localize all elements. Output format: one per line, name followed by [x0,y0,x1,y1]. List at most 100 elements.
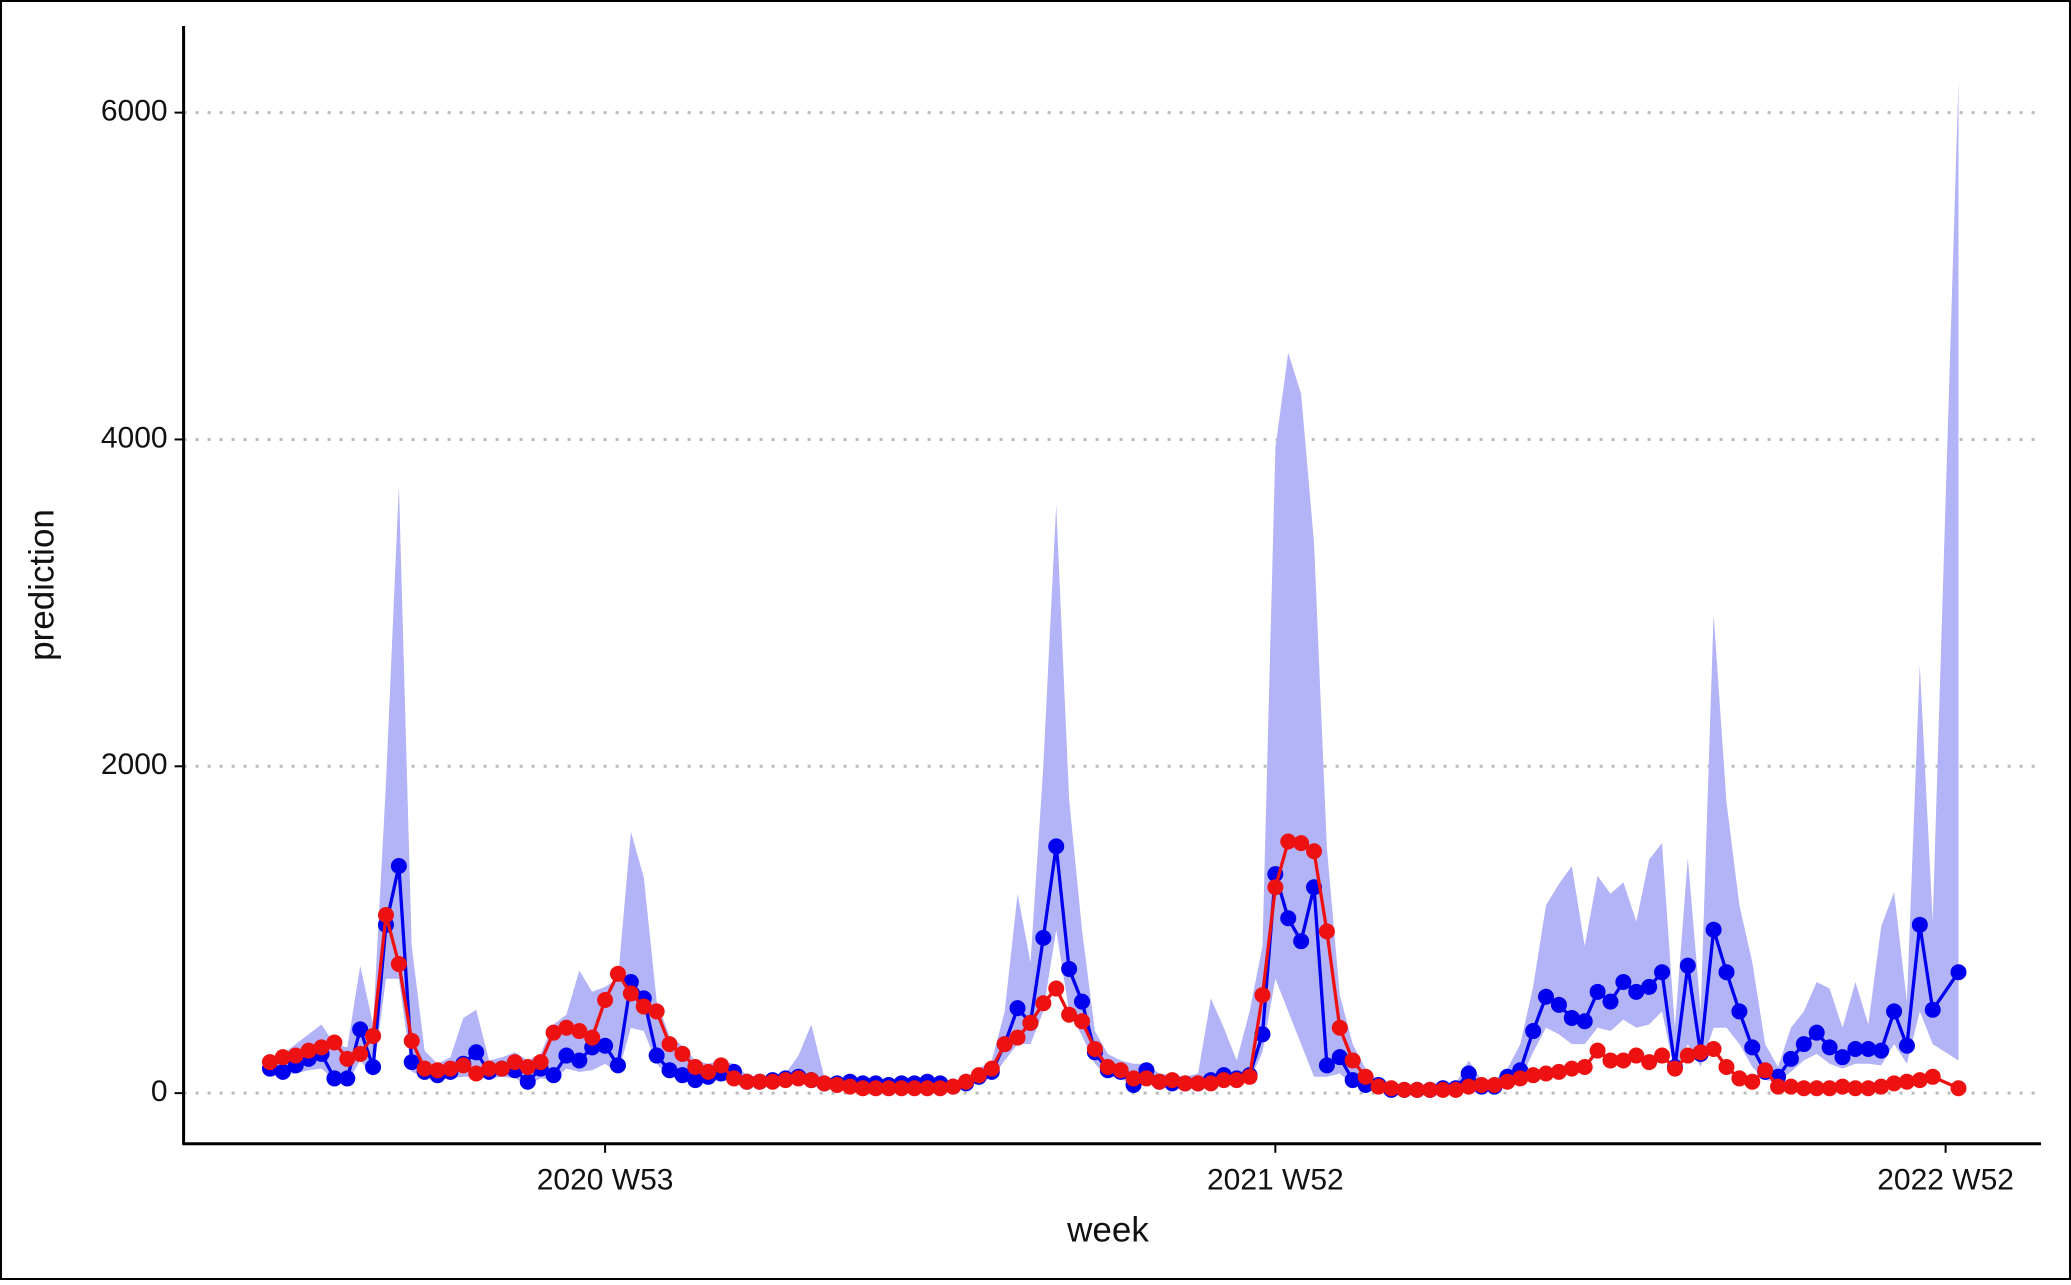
point [468,1044,485,1061]
point [1512,1070,1529,1087]
point [1692,1044,1709,1061]
point [1795,1036,1812,1053]
point [1602,993,1619,1010]
point [829,1076,846,1093]
point [841,1078,858,1095]
point [287,1047,304,1064]
point [1641,1054,1658,1071]
point [622,985,639,1002]
point [906,1080,923,1097]
point [1821,1039,1838,1056]
point [1086,1041,1103,1058]
point [996,1036,1013,1053]
point [1924,1068,1941,1085]
point [1422,1081,1439,1098]
point [880,1080,897,1097]
point [1731,1003,1748,1020]
point [1460,1078,1477,1095]
point [1280,833,1297,850]
point [519,1058,536,1075]
point [1099,1058,1116,1075]
point [1048,980,1065,997]
point [1383,1080,1400,1097]
point [1293,933,1310,950]
point [442,1060,459,1077]
point [1911,1072,1928,1089]
point [1318,1057,1335,1074]
point [1576,1013,1593,1030]
point [1666,1060,1683,1077]
point [1821,1080,1838,1097]
point [558,1019,575,1036]
point [1434,1081,1451,1098]
point [1074,1013,1091,1030]
point [932,1080,949,1097]
point [1331,1019,1348,1036]
point [1615,1052,1632,1069]
point [803,1072,820,1089]
point [867,1080,884,1097]
point [648,1047,665,1064]
point [545,1024,562,1041]
point [1615,974,1632,991]
point [519,1073,536,1090]
x-tick-label: 2021 W52 [1207,1164,1344,1197]
point [1331,1049,1348,1066]
point [919,1080,936,1097]
point [1009,1000,1026,1017]
point [1679,957,1696,974]
point [1654,964,1671,981]
point [1396,1081,1413,1098]
point [1602,1052,1619,1069]
point [609,1057,626,1074]
point [1757,1062,1774,1079]
point [1873,1042,1890,1059]
point [1048,838,1065,855]
point [1460,1065,1477,1082]
point [1228,1072,1245,1089]
point [1280,910,1297,927]
point [1035,929,1052,946]
point [300,1042,317,1059]
point [1770,1078,1787,1095]
point [983,1060,1000,1077]
point [455,1057,472,1074]
point [390,857,407,874]
point [687,1058,704,1075]
point [1873,1078,1890,1095]
point [1486,1076,1503,1093]
point [339,1050,356,1067]
point [1306,843,1323,860]
point [1898,1073,1915,1090]
point [958,1073,975,1090]
point [1164,1072,1181,1089]
point [1641,978,1658,995]
point [571,1023,588,1040]
point [1151,1073,1168,1090]
point [751,1073,768,1090]
point [1550,996,1567,1013]
point [390,956,407,973]
y-tick-label: 4000 [101,421,168,454]
point [1886,1075,1903,1092]
point [1177,1075,1194,1092]
point [674,1045,691,1062]
point [970,1067,987,1084]
point [1525,1023,1542,1040]
point [1267,879,1284,896]
point [1538,988,1555,1005]
point [571,1052,588,1069]
point [1202,1075,1219,1092]
point [481,1060,498,1077]
point [1808,1024,1825,1041]
point [1344,1072,1361,1089]
point [661,1036,678,1053]
point [1860,1080,1877,1097]
point [429,1062,446,1079]
point [1370,1078,1387,1095]
point [1473,1076,1490,1093]
point [1525,1067,1542,1084]
point [1782,1050,1799,1067]
